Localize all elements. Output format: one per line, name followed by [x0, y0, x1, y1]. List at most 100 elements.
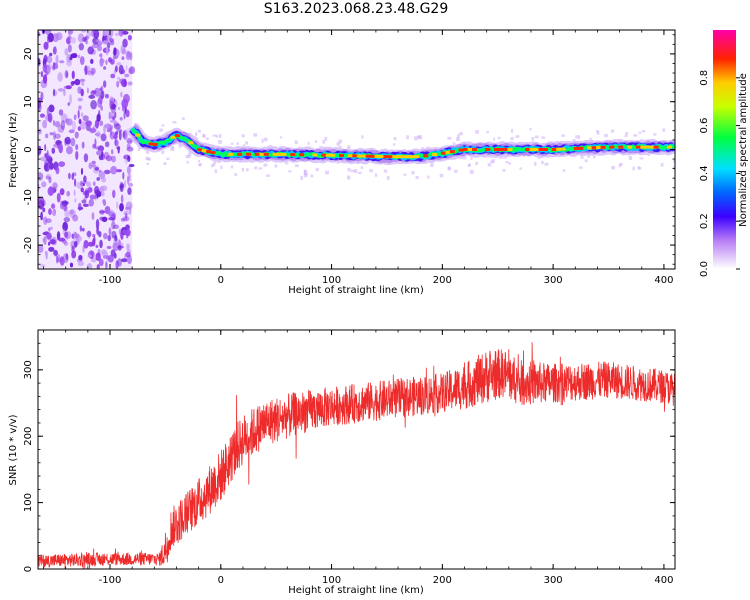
noise-blob	[95, 252, 101, 262]
noise-blob	[87, 186, 93, 193]
noise-blob	[61, 113, 68, 123]
ridge-peak	[352, 154, 358, 158]
ridge-scatter	[414, 136, 418, 141]
ridge-peak	[458, 148, 464, 152]
noise-blob	[49, 52, 53, 57]
noise-blob	[89, 194, 97, 200]
spectrogram-x-axis-label: Height of straight line (km)	[288, 285, 424, 296]
ridge-peak	[383, 155, 389, 159]
noise-blob	[48, 227, 51, 232]
ridge-peak	[653, 145, 659, 149]
noise-blob	[122, 38, 128, 48]
ridge-peak	[281, 152, 287, 156]
ridge-scatter	[199, 163, 202, 166]
noise-blob	[114, 65, 118, 73]
noise-blob	[90, 58, 94, 65]
ridge-scatter	[263, 137, 268, 142]
ridge-scatter	[354, 169, 358, 173]
noise-blob	[66, 190, 71, 197]
noise-blob	[111, 155, 116, 163]
noise-blob	[114, 32, 120, 36]
x-tick-label: 100	[322, 575, 341, 586]
noise-blob	[43, 216, 48, 225]
noise-blob	[71, 233, 74, 239]
noise-blob	[81, 199, 87, 204]
ridge-scatter	[633, 134, 638, 137]
noise-blob	[80, 187, 84, 193]
noise-blob	[99, 120, 104, 127]
noise-blob	[110, 249, 116, 257]
noise-blob	[63, 85, 70, 89]
ridge-scatter	[324, 136, 328, 141]
noise-blob	[68, 30, 71, 36]
noise-blob	[38, 172, 44, 181]
noise-blob	[66, 146, 73, 155]
noise-blob	[80, 30, 87, 33]
ridge-peak	[573, 146, 579, 150]
colorbar-ticks: 0.0 0.2 0.4 0.6 0.8	[699, 70, 740, 277]
noise-blob	[49, 162, 54, 170]
noise-blob	[52, 46, 57, 55]
noise-blob	[94, 167, 99, 171]
noise-blob	[66, 37, 71, 45]
noise-blob	[94, 123, 97, 128]
ridge-scatter	[456, 137, 460, 141]
noise-blob	[123, 111, 126, 120]
noise-blob	[110, 165, 118, 175]
ridge-scatter	[454, 169, 458, 173]
ridge-peak	[201, 149, 207, 153]
noise-blob	[88, 162, 93, 170]
ridge-scatter	[170, 145, 174, 149]
noise-blob	[125, 224, 130, 230]
ridge-scatter	[224, 146, 227, 149]
noise-blob	[77, 97, 83, 102]
ridge-scatter	[218, 140, 222, 144]
noise-blob	[58, 161, 66, 167]
ridge-scatter	[161, 124, 165, 127]
noise-blob	[49, 239, 56, 245]
noise-blob	[104, 205, 111, 215]
ridge-peak	[503, 148, 509, 151]
noise-blob	[103, 200, 107, 206]
ridge-scatter	[303, 169, 306, 174]
ridge-scatter	[447, 136, 452, 140]
noise-blob	[125, 212, 128, 221]
ridge-scatter	[618, 163, 622, 168]
ridge-scatter	[406, 135, 409, 140]
ridge-scatter	[534, 135, 539, 139]
x-tick-label: 100	[322, 275, 341, 286]
y-tick-label: 20	[23, 48, 34, 61]
ridge-scatter	[315, 168, 319, 172]
y-tick-label: 0	[23, 146, 34, 152]
noise-blob	[98, 171, 106, 180]
noise-blob	[77, 202, 82, 211]
ridge-peak	[600, 145, 606, 149]
noise-blob	[90, 67, 96, 75]
snr-background	[38, 330, 675, 569]
noise-blob	[106, 245, 112, 249]
ridge-scatter	[322, 139, 326, 144]
ridge-peak	[551, 147, 557, 151]
noise-blob	[69, 93, 72, 104]
ridge-peak	[330, 153, 336, 157]
ridge-scatter	[300, 175, 303, 180]
ridge-scatter	[186, 160, 189, 164]
noise-blob	[52, 62, 56, 67]
noise-blob	[73, 240, 78, 248]
noise-blob	[122, 130, 126, 138]
ridge-scatter	[274, 164, 278, 168]
noise-blob	[105, 46, 109, 56]
ridge-scatter	[245, 141, 249, 145]
ridge-peak	[170, 135, 176, 139]
noise-blob	[120, 69, 126, 75]
ridge-scatter	[561, 134, 565, 137]
noise-blob	[48, 246, 55, 252]
ridge-scatter	[347, 145, 351, 150]
ridge-peak	[277, 152, 283, 156]
noise-blob	[42, 200, 46, 207]
ridge-scatter	[325, 170, 329, 175]
noise-blob	[57, 72, 63, 82]
ridge-scatter	[392, 143, 396, 146]
